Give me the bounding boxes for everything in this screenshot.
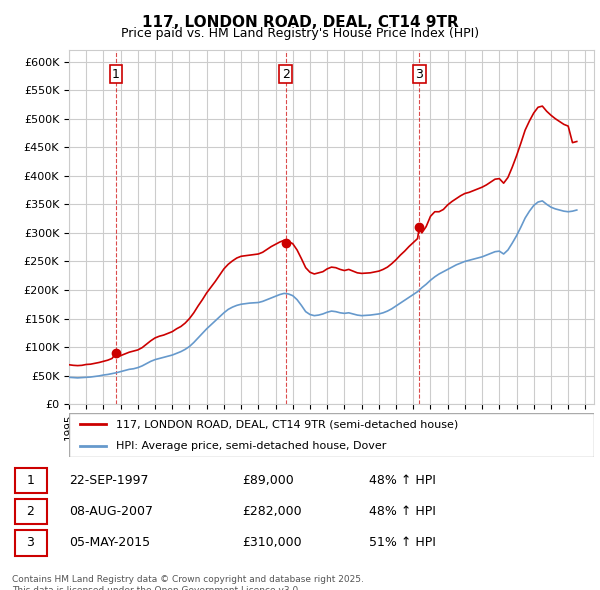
Text: 1: 1	[26, 474, 34, 487]
Text: 22-SEP-1997: 22-SEP-1997	[70, 474, 149, 487]
Text: 48% ↑ HPI: 48% ↑ HPI	[369, 474, 436, 487]
FancyBboxPatch shape	[69, 413, 594, 457]
FancyBboxPatch shape	[15, 530, 47, 556]
Text: 2: 2	[282, 68, 290, 81]
Text: 08-AUG-2007: 08-AUG-2007	[70, 505, 154, 519]
Text: £282,000: £282,000	[242, 505, 302, 519]
Text: 1: 1	[112, 68, 120, 81]
Text: Price paid vs. HM Land Registry's House Price Index (HPI): Price paid vs. HM Land Registry's House …	[121, 27, 479, 40]
Text: 3: 3	[415, 68, 423, 81]
FancyBboxPatch shape	[15, 499, 47, 525]
Text: 2: 2	[26, 505, 34, 519]
Text: HPI: Average price, semi-detached house, Dover: HPI: Average price, semi-detached house,…	[116, 441, 386, 451]
Text: 48% ↑ HPI: 48% ↑ HPI	[369, 505, 436, 519]
Text: 117, LONDON ROAD, DEAL, CT14 9TR (semi-detached house): 117, LONDON ROAD, DEAL, CT14 9TR (semi-d…	[116, 419, 458, 429]
Text: £310,000: £310,000	[242, 536, 302, 549]
Text: 05-MAY-2015: 05-MAY-2015	[70, 536, 151, 549]
Text: £89,000: £89,000	[242, 474, 294, 487]
Text: 3: 3	[26, 536, 34, 549]
Text: 51% ↑ HPI: 51% ↑ HPI	[369, 536, 436, 549]
FancyBboxPatch shape	[15, 468, 47, 493]
Text: Contains HM Land Registry data © Crown copyright and database right 2025.
This d: Contains HM Land Registry data © Crown c…	[12, 575, 364, 590]
Text: 117, LONDON ROAD, DEAL, CT14 9TR: 117, LONDON ROAD, DEAL, CT14 9TR	[142, 15, 458, 30]
